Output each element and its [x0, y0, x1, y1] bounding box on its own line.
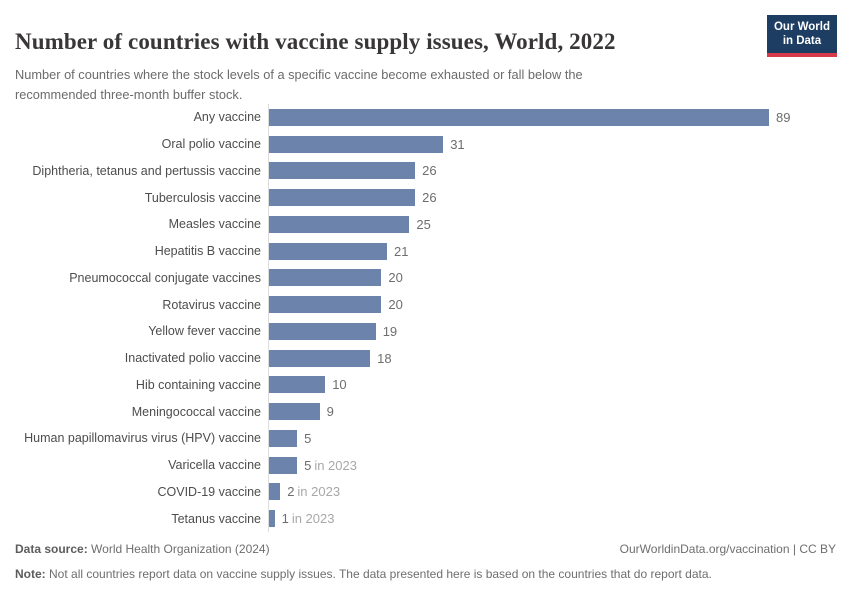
bar-plot-area: 18 — [269, 349, 835, 367]
value-label: 20 — [388, 297, 403, 313]
chart-row: Yellow fever vaccine 19 — [15, 318, 835, 345]
bar-plot-area: 1 in 2023 — [269, 510, 835, 528]
bar — [269, 108, 769, 126]
value-suffix-label: in 2023 — [291, 511, 335, 527]
bar — [269, 429, 298, 447]
chart-row: Diphtheria, tetanus and pertussis vaccin… — [15, 158, 835, 185]
chart-row: Tetanus vaccine 1 in 2023 — [15, 505, 835, 532]
bar-plot-area: 5 in 2023 — [269, 456, 835, 474]
data-source-label: Data source: — [15, 542, 88, 556]
value-label: 89 — [776, 109, 791, 125]
bar-plot-area: 26 — [269, 189, 835, 207]
bar — [269, 483, 281, 501]
category-label: COVID-19 vaccine — [157, 484, 261, 499]
chart-row: Oral polio vaccine 31 — [15, 131, 835, 158]
bar-plot-area: 25 — [269, 215, 835, 233]
bar-plot-area: 20 — [269, 296, 835, 314]
category-label: Tuberculosis vaccine — [144, 190, 261, 205]
category-label: Any vaccine — [193, 110, 261, 125]
value-label: 19 — [382, 323, 398, 339]
note: Note: Not all countries report data on v… — [15, 566, 836, 582]
chart-row: COVID-19 vaccine 2 in 2023 — [15, 479, 835, 506]
category-label: Oral polio vaccine — [161, 137, 261, 152]
bar — [269, 162, 416, 180]
bar — [269, 189, 416, 207]
category-label: Diphtheria, tetanus and pertussis vaccin… — [32, 163, 261, 178]
bar — [269, 376, 326, 394]
value-label: 2 — [287, 484, 295, 500]
value-label: 26 — [422, 163, 437, 179]
chart-row: Hib containing vaccine 10 — [15, 372, 835, 399]
value-label: 10 — [332, 377, 347, 393]
bar-plot-area: 9 — [269, 403, 835, 421]
category-label: Rotavirus vaccine — [162, 297, 261, 312]
bar-plot-area: 26 — [269, 162, 835, 180]
bar-plot-area: 10 — [269, 376, 835, 394]
chart-row: Hepatitis B vaccine 21 — [15, 238, 835, 265]
category-label: Tetanus vaccine — [171, 511, 261, 526]
value-label: 25 — [416, 216, 431, 232]
value-label: 5 — [304, 430, 312, 446]
bar-plot-area: 5 — [269, 429, 835, 447]
value-label: 9 — [326, 404, 334, 420]
value-suffix-label: in 2023 — [314, 457, 357, 473]
data-source: Data source: World Health Organization (… — [15, 541, 270, 557]
chart-row: Meningococcal vaccine 9 — [15, 398, 835, 425]
bar — [269, 269, 382, 287]
bar — [269, 403, 320, 421]
bar-plot-area: 2 in 2023 — [269, 483, 835, 501]
chart-footer: Data source: World Health Organization (… — [15, 541, 836, 582]
owid-logo-line2: in Data — [782, 35, 822, 48]
value-label: 20 — [388, 270, 403, 286]
bar — [269, 349, 371, 367]
chart-row: Inactivated polio vaccine 18 — [15, 345, 835, 372]
bar-plot-area: 31 — [269, 135, 835, 153]
value-suffix-label: in 2023 — [297, 484, 341, 500]
note-label: Note: — [15, 567, 46, 582]
bar-plot-area: 89 — [269, 108, 835, 126]
value-label: 21 — [394, 243, 409, 259]
bar-plot-area: 20 — [269, 269, 835, 287]
bar — [269, 322, 376, 340]
bar — [269, 242, 387, 260]
category-label: Varicella vaccine — [168, 458, 261, 473]
chart-subtitle: Number of countries where the stock leve… — [15, 66, 583, 102]
bar — [269, 135, 444, 153]
bar-plot-area: 21 — [269, 242, 835, 260]
category-label: Inactivated polio vaccine — [124, 351, 261, 366]
category-label: Yellow fever vaccine — [148, 324, 261, 339]
chart-row: Human papillomavirus virus (HPV) vaccine… — [15, 425, 835, 452]
category-label: Measles vaccine — [168, 217, 261, 232]
chart-row: Any vaccine 89 — [15, 104, 835, 131]
bar-plot-area: 19 — [269, 322, 835, 340]
value-label: 26 — [422, 190, 437, 206]
chart-row: Varicella vaccine 5 in 2023 — [15, 452, 835, 479]
bar — [269, 215, 410, 233]
bar — [269, 456, 298, 474]
chart-rows: Any vaccine 89 Oral polio vaccine 31 Dip… — [15, 104, 835, 532]
value-label: 18 — [377, 350, 392, 366]
category-label: Hepatitis B vaccine — [154, 244, 261, 259]
note-value: Not all countries report data on vaccine… — [49, 567, 712, 582]
owid-logo-line1: Our World — [773, 21, 830, 33]
chart-row: Tuberculosis vaccine 26 — [15, 184, 835, 211]
value-label: 5 — [304, 457, 312, 473]
y-axis-line — [268, 104, 269, 532]
page-title: Number of countries with vaccine supply … — [15, 29, 616, 55]
chart-row: Pneumococcal conjugate vaccines 20 — [15, 265, 835, 292]
category-label: Hib containing vaccine — [135, 377, 261, 392]
bar-chart: Any vaccine 89 Oral polio vaccine 31 Dip… — [15, 104, 835, 532]
bar — [269, 296, 382, 314]
chart-row: Rotavirus vaccine 20 — [15, 291, 835, 318]
data-source-value: World Health Organization (2024) — [91, 542, 270, 556]
chart-row: Measles vaccine 25 — [15, 211, 835, 238]
owid-url-link[interactable]: OurWorldinData.org/vaccination | CC BY — [619, 542, 836, 556]
category-label: Meningococcal vaccine — [131, 404, 261, 419]
owid-logo: Our World in Data — [766, 15, 837, 57]
bar — [269, 510, 275, 528]
value-label: 31 — [450, 136, 465, 152]
category-label: Pneumococcal conjugate vaccines — [69, 270, 261, 285]
value-label: 1 — [281, 511, 289, 527]
category-label: Human papillomavirus virus (HPV) vaccine — [24, 431, 261, 446]
